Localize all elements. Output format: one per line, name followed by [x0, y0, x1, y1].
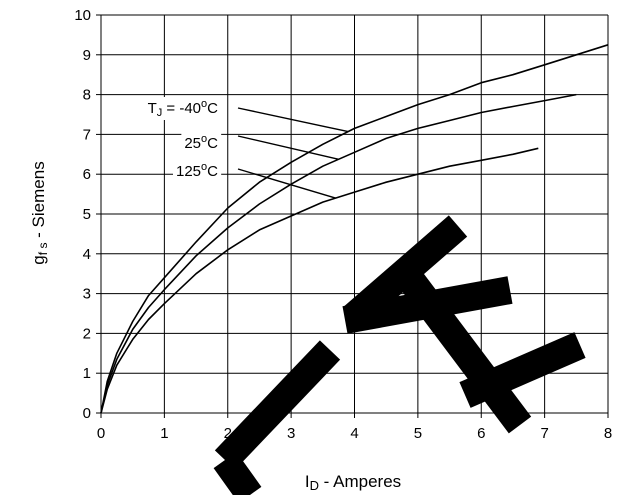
x-tick-label: 3 — [287, 425, 295, 442]
legend-leader-line-3 — [237, 168, 336, 199]
y-tick-label: 1 — [83, 365, 91, 382]
y-tick-label: 10 — [74, 7, 91, 24]
y-tick-label: 5 — [83, 206, 91, 223]
legend-label-1: TJ = -40oC — [148, 98, 219, 119]
grid — [96, 14, 609, 418]
y-tick-label: 4 — [83, 246, 91, 263]
watermark — [213, 215, 586, 495]
tick-labels: 0 1 2 3 4 5 6 7 8 0 1 2 3 4 5 6 7 8 9 10 — [74, 7, 612, 442]
y-tick-label: 2 — [83, 325, 91, 342]
x-axis-label: ID - Amperes — [305, 472, 401, 493]
series-line-3 — [100, 147, 539, 414]
y-tick-label: 8 — [83, 87, 91, 104]
x-tick-label: 5 — [414, 425, 422, 442]
x-tick-label: 2 — [224, 425, 232, 442]
x-tick-label: 8 — [604, 425, 612, 442]
y-tick-label: 3 — [83, 286, 91, 303]
x-tick-label: 0 — [97, 425, 105, 442]
legend-leader-line-2 — [237, 135, 339, 160]
series-line-1 — [100, 44, 609, 414]
legend-leader-line-1 — [237, 107, 349, 133]
y-tick-label: 0 — [83, 405, 91, 422]
legend-label-backdrop — [173, 160, 222, 181]
x-tick-label: 1 — [160, 425, 168, 442]
legend-label-2: 25oC — [184, 133, 218, 152]
watermark-letter-o — [213, 340, 341, 495]
legend-label-3: 125oC — [176, 161, 218, 180]
y-tick-label: 9 — [83, 47, 91, 64]
x-tick-label: 4 — [350, 425, 358, 442]
x-tick-label: 7 — [540, 425, 548, 442]
legend-label-backdrop — [181, 132, 222, 153]
legend: TJ = -40oC 25oC 125oC — [144, 97, 349, 199]
y-tick-label: 6 — [83, 166, 91, 183]
legend-label-backdrop — [144, 97, 222, 120]
y-axis-label: gf s - Siemens — [29, 161, 50, 264]
x-tick-label: 6 — [477, 425, 485, 442]
watermark-letter-e — [342, 276, 586, 408]
y-tick-label: 7 — [83, 126, 91, 143]
